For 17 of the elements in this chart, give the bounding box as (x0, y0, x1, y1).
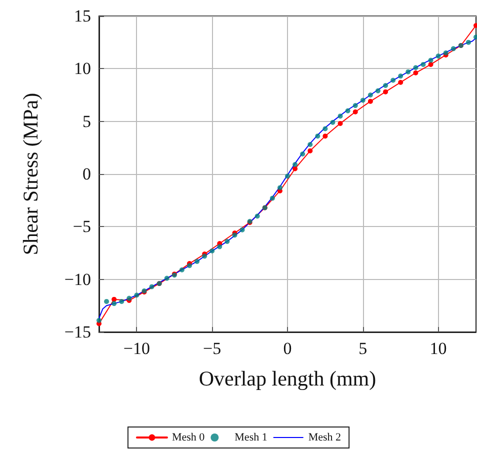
legend-label: Mesh 1 (234, 432, 268, 444)
legend-label: Mesh 0 (172, 432, 206, 444)
y-tick-label: 15 (74, 6, 91, 26)
x-tick-label: −10 (123, 339, 150, 358)
x-tick-label: −5 (203, 339, 222, 358)
y-tick-label: −15 (64, 322, 91, 342)
x-tick-label: 5 (358, 339, 368, 358)
legend-label: Mesh 2 (308, 432, 342, 444)
y-tick-label: 10 (74, 59, 91, 78)
x-tick-label: 0 (283, 339, 292, 358)
y-tick-label: 5 (82, 112, 91, 131)
y-tick-label: −10 (64, 270, 91, 289)
y-tick-label: −5 (72, 217, 91, 236)
x-axis-title: Overlap length (mm) (198, 366, 376, 390)
y-axis-title: Shear Stress (MPa) (18, 92, 42, 256)
x-tick-label: 10 (430, 339, 447, 358)
y-tick-label: 0 (82, 164, 91, 184)
